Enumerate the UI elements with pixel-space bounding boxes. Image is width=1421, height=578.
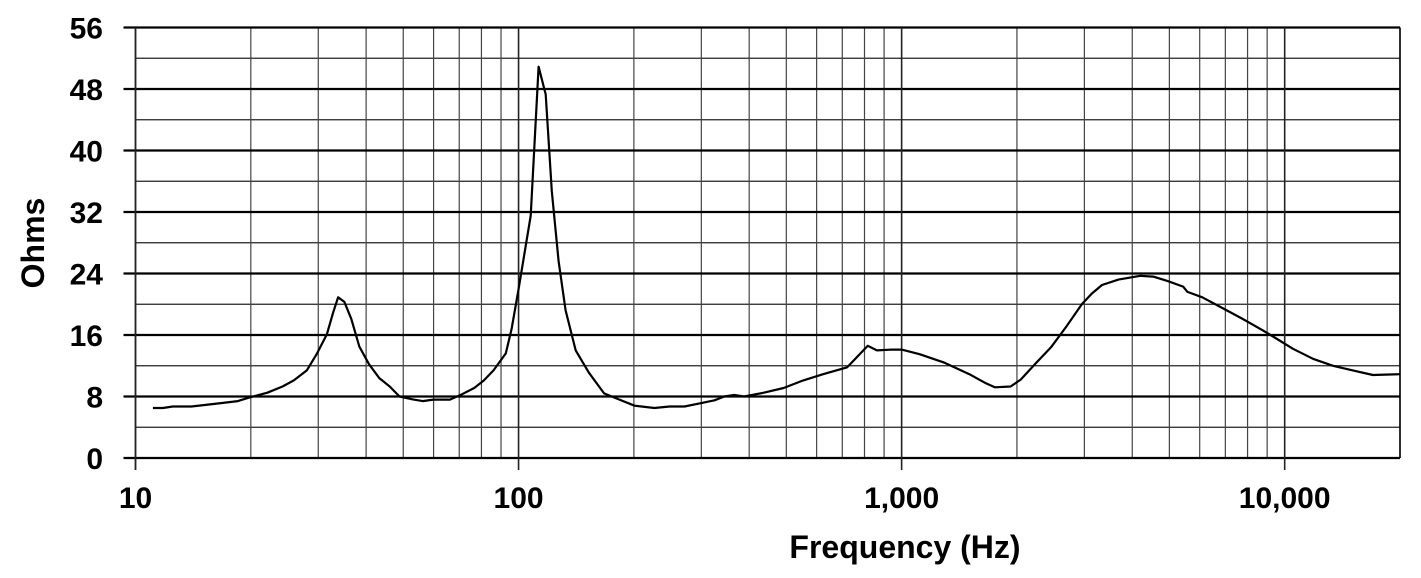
y-tick-label: 56 — [70, 13, 103, 46]
y-axis-title: Ohms — [15, 198, 51, 289]
x-minor-gridlines — [250, 27, 1401, 458]
x-tick-label: 10 — [119, 482, 152, 515]
x-axis-title: Frequency (Hz) — [789, 529, 1020, 565]
plot-frame — [134, 27, 1401, 470]
x-tick-label: 10,000 — [1239, 482, 1331, 515]
y-tick-label: 32 — [70, 197, 103, 230]
y-tick-label: 8 — [86, 382, 103, 415]
x-tick-label: 100 — [494, 482, 544, 515]
y-minor-gridlines — [135, 57, 1400, 428]
x-tick-label: 1,000 — [864, 482, 939, 515]
y-tick-label: 24 — [70, 259, 104, 292]
y-tick-label: 16 — [70, 320, 103, 353]
y-axis-tick-labels: 0 8 16 24 32 40 48 56 — [70, 13, 104, 477]
y-tick-label: 40 — [70, 136, 103, 169]
y-tick-label: 48 — [70, 74, 103, 107]
y-tick-label: 0 — [86, 443, 103, 476]
x-major-gridlines — [134, 27, 1286, 470]
impedance-curve — [152, 65, 1401, 410]
y-major-gridlines — [123, 26, 1400, 460]
x-axis-tick-labels: 10 100 1,000 10,000 — [119, 482, 1331, 515]
